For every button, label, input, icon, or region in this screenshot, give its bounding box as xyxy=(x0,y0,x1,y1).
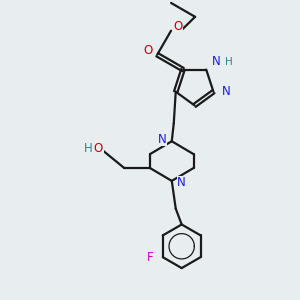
Text: F: F xyxy=(147,251,153,264)
Text: N: N xyxy=(212,55,220,68)
Text: O: O xyxy=(173,20,183,33)
Text: O: O xyxy=(144,44,153,57)
Text: N: N xyxy=(158,133,166,146)
Text: N: N xyxy=(222,85,231,98)
Text: H: H xyxy=(84,142,93,155)
Text: O: O xyxy=(94,142,103,155)
Text: H: H xyxy=(225,57,233,67)
Text: N: N xyxy=(177,176,186,189)
